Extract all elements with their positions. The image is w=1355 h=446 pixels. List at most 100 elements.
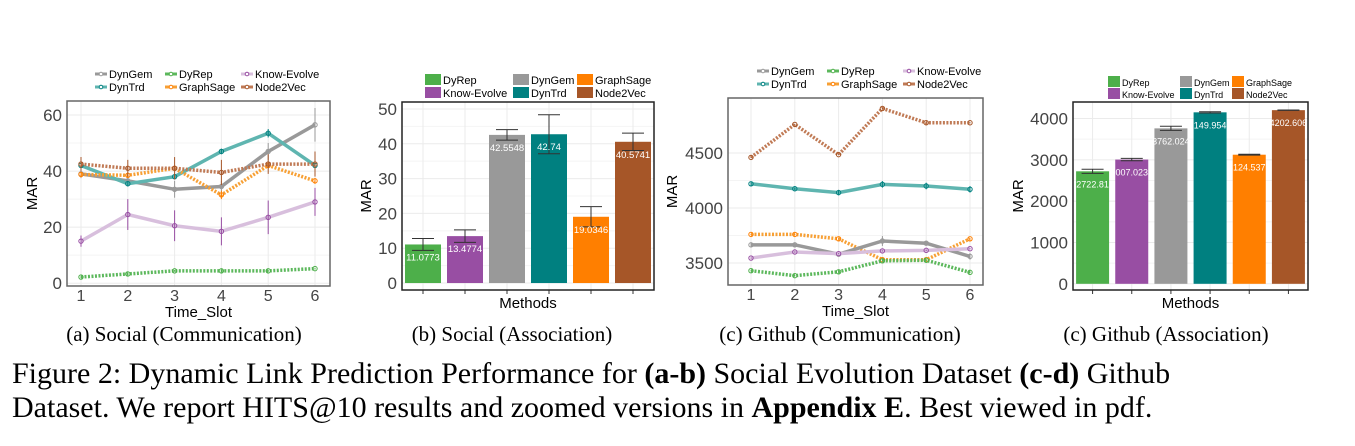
data-point — [748, 231, 754, 238]
legend-label-DyRep: DyRep — [841, 66, 875, 78]
bar-GraphSage — [1232, 154, 1266, 284]
error-bar — [454, 229, 476, 243]
series-line-DyRep — [750, 258, 971, 278]
data-point — [218, 148, 225, 155]
data-point — [792, 231, 798, 238]
data-point — [792, 186, 798, 192]
data-label: 2722.81 — [1076, 179, 1109, 189]
bar-DyRep — [1076, 171, 1110, 284]
legend-label-DynTrd: DynTrd — [771, 79, 807, 91]
legend-label-Know-Evolve: Know-Evolve — [255, 69, 319, 81]
data-point — [879, 248, 886, 254]
data-point — [835, 189, 842, 196]
data-point — [923, 247, 929, 254]
error-bar — [580, 206, 602, 228]
legend-label-DynGem: DynGem — [771, 66, 814, 78]
data-point — [171, 223, 178, 229]
x-axis-title: Time_Slot — [822, 303, 890, 320]
legend-label-DyRep: DyRep — [179, 69, 213, 81]
data-point — [265, 268, 271, 274]
data-point — [879, 258, 886, 264]
y-tick-label: 0 — [388, 274, 397, 293]
series-line-DynTrd — [80, 131, 316, 186]
data-label: 42.5548 — [490, 143, 524, 154]
data-label: 11.0773 — [406, 252, 440, 263]
data-label: 42.74 — [537, 142, 561, 153]
legend-label-DynTrd: DynTrd — [531, 88, 567, 100]
legend-marker — [244, 71, 250, 77]
legend-swatch — [1232, 88, 1244, 99]
bar-Node2Vec — [1271, 110, 1305, 284]
x-tick-label: 4 — [217, 288, 226, 305]
data-point — [792, 242, 798, 248]
data-point — [967, 246, 973, 252]
data-point — [125, 180, 131, 187]
legend-label-Node2Vec: Node2Vec — [1246, 90, 1288, 100]
caption-bold: Appendix E — [751, 391, 905, 424]
data-point — [967, 269, 973, 276]
data-label: 3762.024 — [1152, 136, 1190, 146]
plot-border — [1072, 101, 1309, 291]
data-point — [792, 121, 798, 128]
y-tick-label: 20 — [43, 218, 62, 237]
data-label: 19.0346 — [574, 225, 608, 236]
legend-label-DyRep: DyRep — [443, 75, 477, 87]
bar-GraphSage — [573, 216, 609, 284]
legend-label-DynGem: DynGem — [109, 69, 152, 81]
y-tick-label: 20 — [378, 204, 397, 223]
y-tick-label: 40 — [378, 135, 397, 154]
series-line-Know-Evolve — [80, 200, 316, 243]
legend-label-DyRep: DyRep — [1122, 78, 1150, 88]
y-tick-label: 4000 — [1030, 110, 1068, 129]
error-bar — [622, 132, 644, 151]
data-point — [967, 253, 973, 260]
y-tick-label: 30 — [378, 170, 397, 189]
legend-label-GraphSage: GraphSage — [179, 82, 235, 94]
bar-DynGem — [1154, 128, 1188, 284]
series-line-Know-Evolve — [750, 246, 971, 260]
data-point — [923, 257, 929, 263]
error-bar — [1159, 125, 1182, 131]
chart-panel-0: 0 20 40 60 1 2 3 4 5 6 Time_Slot MAR DynGem DyRep Know… — [24, 69, 331, 321]
data-point — [748, 154, 754, 161]
legend-label-DynTrd: DynTrd — [109, 82, 145, 94]
data-point — [312, 161, 318, 167]
x-tick-label: 3 — [834, 287, 843, 304]
data-label: 40.5741 — [616, 150, 650, 161]
data-point — [748, 181, 754, 187]
legend-marker — [906, 81, 912, 87]
legend-label-DynGem: DynGem — [1194, 78, 1230, 88]
y-axis-title: MAR — [1010, 179, 1027, 213]
data-point — [312, 178, 318, 184]
data-point — [748, 242, 754, 248]
y-tick-label: 10 — [378, 239, 397, 258]
caption-text: Dataset. We report HITS@10 results and z… — [12, 391, 752, 424]
bar-DyRep — [405, 244, 441, 284]
data-point — [78, 238, 84, 244]
plot-border — [66, 100, 331, 287]
x-axis-title: Time_Slot — [165, 304, 233, 321]
caption-bold: (a-b) — [644, 357, 706, 390]
bar-Know-Evolve — [1115, 159, 1149, 284]
x-tick-label: 6 — [966, 287, 975, 304]
legend-swatch — [425, 87, 441, 98]
data-point — [218, 268, 225, 274]
legend-marker — [168, 71, 174, 77]
bar-DynTrd — [531, 134, 567, 284]
caption-text: Figure 2: Dynamic Link Prediction Perfor… — [12, 357, 645, 390]
x-tick-label: 6 — [311, 288, 320, 305]
series-line-GraphSage — [80, 163, 316, 197]
x-tick-label: 5 — [922, 287, 931, 304]
legend-marker — [760, 68, 766, 74]
y-tick-label: 0 — [1059, 275, 1068, 294]
x-tick-label: 1 — [77, 288, 86, 305]
legend-label-Know-Evolve: Know-Evolve — [917, 66, 981, 78]
data-point — [835, 236, 842, 242]
legend-label-DynTrd: DynTrd — [1194, 90, 1223, 100]
data-point — [218, 169, 225, 176]
error-bar — [1199, 111, 1222, 114]
data-point — [312, 122, 318, 128]
data-point — [78, 171, 84, 178]
chart-panel-2: 3500 4000 4500 1 2 3 4 5 6 Time_Slot MAR DynGem DyRe… — [664, 66, 984, 320]
